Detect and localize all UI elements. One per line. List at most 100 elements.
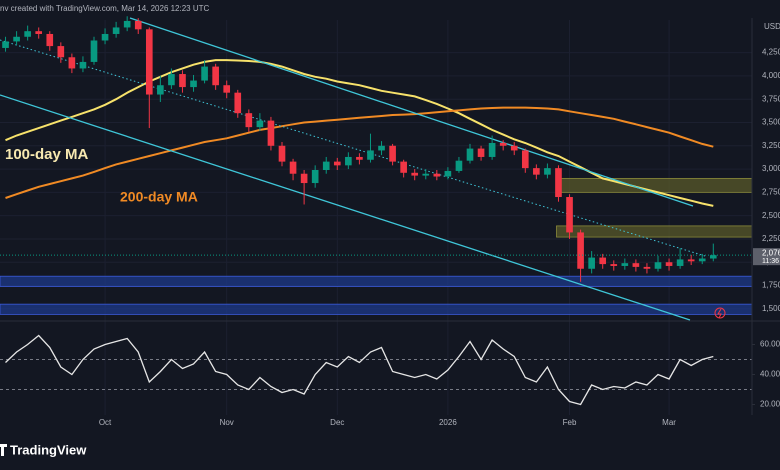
x-tick-label: Mar bbox=[662, 418, 676, 427]
annotation: 200-day MA bbox=[120, 189, 198, 205]
candle-body bbox=[709, 255, 717, 259]
candle-body bbox=[289, 161, 297, 174]
candle-body bbox=[123, 20, 131, 28]
candle-body bbox=[212, 66, 219, 86]
y-tick-label: 1,750 bbox=[762, 281, 780, 290]
candle-body bbox=[345, 156, 352, 166]
trend-lines bbox=[0, 17, 706, 321]
candle-body bbox=[367, 150, 374, 160]
candle-body bbox=[676, 259, 684, 266]
candle-body bbox=[311, 170, 319, 184]
candle-body bbox=[35, 31, 43, 34]
rsi-tick-label: 40.00 bbox=[760, 370, 780, 379]
channel-top bbox=[129, 17, 694, 207]
rsi-tick-label: 20.00 bbox=[760, 400, 780, 409]
candle-body bbox=[256, 120, 264, 128]
zone bbox=[556, 177, 753, 193]
candle-body bbox=[621, 263, 629, 266]
candle-body bbox=[112, 27, 120, 34]
moving-averages bbox=[5, 59, 714, 207]
y-tick-label: 3,000 bbox=[762, 164, 780, 173]
annotation: 100-day MA bbox=[5, 146, 89, 163]
candle-body bbox=[322, 161, 330, 170]
x-tick-label: Dec bbox=[330, 418, 344, 427]
candle-body bbox=[411, 172, 419, 176]
moving-average bbox=[5, 106, 714, 199]
candle-body bbox=[223, 85, 231, 93]
y-tick-label: 2,750 bbox=[762, 187, 780, 196]
candle-body bbox=[610, 264, 618, 266]
candle-body bbox=[665, 262, 673, 266]
zone bbox=[0, 275, 753, 287]
channel-bottom bbox=[0, 94, 691, 321]
candle-body bbox=[190, 80, 197, 88]
dotted-trend bbox=[0, 39, 706, 257]
candle-body bbox=[588, 257, 595, 269]
currency: USD bbox=[764, 22, 780, 31]
candle-body bbox=[455, 160, 463, 171]
candle-body bbox=[378, 145, 385, 151]
alert-icon bbox=[714, 307, 726, 319]
candle-body bbox=[499, 142, 507, 146]
candle-body bbox=[544, 168, 551, 175]
candle-body bbox=[101, 33, 109, 41]
candle-body bbox=[433, 173, 441, 177]
candle-body bbox=[632, 263, 640, 267]
candle-body bbox=[145, 29, 153, 95]
candle-body bbox=[68, 57, 76, 69]
candle-body bbox=[2, 41, 9, 48]
candle-body bbox=[698, 258, 706, 262]
brand-logo bbox=[0, 444, 7, 456]
y-tick-label: 3,750 bbox=[762, 94, 780, 103]
candle-body bbox=[267, 120, 275, 146]
candle-body bbox=[577, 232, 584, 269]
candle-body bbox=[201, 66, 208, 81]
candle-body bbox=[245, 113, 253, 128]
zone bbox=[556, 225, 753, 238]
candle-body bbox=[533, 168, 540, 175]
y-tick-label: 2,250 bbox=[762, 234, 780, 243]
header: nv created with TradingView.com, Mar 14,… bbox=[0, 4, 210, 13]
candle-body bbox=[687, 259, 695, 262]
zone bbox=[0, 303, 753, 315]
candles bbox=[2, 16, 717, 282]
rsi-tick-label: 60.00 bbox=[760, 340, 780, 349]
candle-body bbox=[300, 173, 308, 184]
brand: TradingView bbox=[10, 442, 87, 457]
candle-body bbox=[389, 145, 396, 162]
x-tick-label: Nov bbox=[220, 418, 234, 427]
y-tick-label: 4,000 bbox=[762, 71, 780, 80]
y-tick-label: 3,250 bbox=[762, 141, 780, 150]
countdown: 11:36 bbox=[762, 258, 779, 265]
candle-body bbox=[46, 33, 54, 47]
candle-body bbox=[168, 74, 175, 86]
candle-body bbox=[654, 262, 662, 269]
candle-body bbox=[555, 168, 562, 198]
candle-body bbox=[79, 61, 87, 69]
candle-body bbox=[488, 142, 496, 157]
candle-body bbox=[521, 150, 529, 169]
last-price-box bbox=[753, 248, 780, 266]
x-tick-label: Oct bbox=[99, 418, 112, 427]
candle-body bbox=[356, 156, 363, 160]
candle-body bbox=[24, 31, 31, 37]
candle-body bbox=[57, 46, 65, 58]
grid bbox=[0, 20, 752, 415]
candle-body bbox=[400, 161, 407, 173]
y-tick-label: 2,500 bbox=[762, 211, 780, 220]
rsi-line bbox=[5, 334, 714, 406]
candle-body bbox=[157, 85, 164, 95]
candle-body bbox=[599, 257, 607, 265]
candle-body bbox=[510, 145, 518, 151]
candle-body bbox=[566, 197, 573, 233]
last-price-label: 2,076 bbox=[762, 248, 780, 257]
x-tick-label: 2026 bbox=[439, 418, 457, 427]
candle-body bbox=[643, 266, 651, 269]
candle-body bbox=[179, 74, 186, 88]
x-tick-label: Feb bbox=[563, 418, 577, 427]
candle-body bbox=[13, 36, 20, 42]
candle-body bbox=[466, 148, 474, 161]
alert-icon bbox=[717, 308, 722, 319]
